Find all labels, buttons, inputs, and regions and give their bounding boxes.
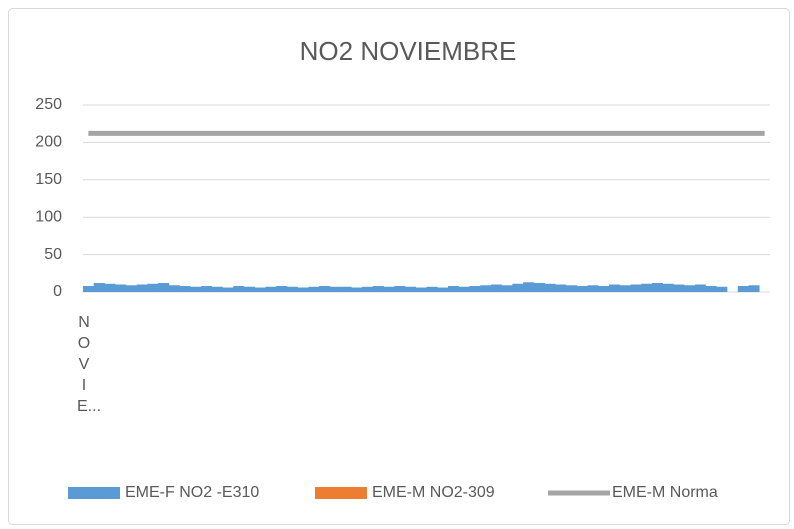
bar <box>308 286 320 292</box>
bar <box>619 285 631 292</box>
bar <box>254 287 266 292</box>
bar <box>458 286 470 292</box>
bar <box>641 283 653 292</box>
bar <box>233 286 245 292</box>
bar <box>630 284 642 292</box>
bar <box>83 286 95 292</box>
bar <box>136 284 148 292</box>
bar <box>104 283 116 292</box>
bar <box>490 284 502 292</box>
bar <box>265 286 277 292</box>
bar <box>673 284 685 292</box>
bar <box>748 285 760 292</box>
bar <box>684 285 696 292</box>
bar <box>244 286 256 292</box>
y-tick-label: 50 <box>44 246 62 263</box>
bar <box>587 285 599 292</box>
bar <box>512 283 524 292</box>
bar <box>716 286 728 292</box>
chart-border <box>8 8 790 525</box>
bar <box>179 286 191 292</box>
legend-swatch <box>68 487 120 499</box>
bar <box>383 286 395 292</box>
bar <box>437 287 449 292</box>
bar <box>608 284 621 292</box>
legend-label: EME-M NO2-309 <box>372 484 495 501</box>
bar <box>222 287 234 292</box>
bar <box>480 285 492 292</box>
bar <box>372 286 384 292</box>
legend-swatch <box>315 487 367 499</box>
legend-label: EME-F NO2 -E310 <box>125 484 259 501</box>
bar <box>598 286 610 292</box>
bar <box>190 286 202 292</box>
chart-title: NO2 NOVIEMBRE <box>300 36 517 66</box>
bar <box>168 285 180 292</box>
bar <box>394 286 406 292</box>
y-tick-label: 150 <box>35 171 62 188</box>
bar <box>297 287 309 292</box>
bar <box>340 286 352 292</box>
bar <box>555 284 567 292</box>
bar <box>329 286 341 292</box>
bar <box>147 283 159 292</box>
y-tick-label: 250 <box>35 96 62 113</box>
x-tick-label: N O V I E... <box>77 314 102 415</box>
bar <box>362 286 374 292</box>
bar <box>286 286 298 292</box>
y-tick-label: 100 <box>35 208 62 225</box>
bar <box>737 286 749 292</box>
bar <box>469 286 481 292</box>
bar <box>523 282 535 292</box>
bar <box>201 286 213 292</box>
y-tick-label: 200 <box>35 134 62 151</box>
bar <box>533 283 545 292</box>
bar <box>415 287 427 292</box>
bar <box>705 286 717 292</box>
bar <box>662 283 674 292</box>
bar <box>276 286 288 292</box>
bar <box>93 283 105 292</box>
bar <box>566 285 578 292</box>
bar <box>319 286 331 292</box>
bar <box>544 283 556 292</box>
bar <box>501 285 513 292</box>
bar <box>351 287 363 292</box>
bar <box>426 286 438 292</box>
bar <box>125 285 137 292</box>
bar <box>405 286 417 292</box>
bar <box>447 286 460 292</box>
bar <box>651 283 663 292</box>
bar <box>694 284 706 292</box>
bar <box>576 286 588 292</box>
y-tick-label: 0 <box>53 283 62 300</box>
bar <box>115 284 127 292</box>
bar <box>211 286 223 292</box>
bar <box>158 283 170 292</box>
legend-label: EME-M Norma <box>612 484 718 501</box>
